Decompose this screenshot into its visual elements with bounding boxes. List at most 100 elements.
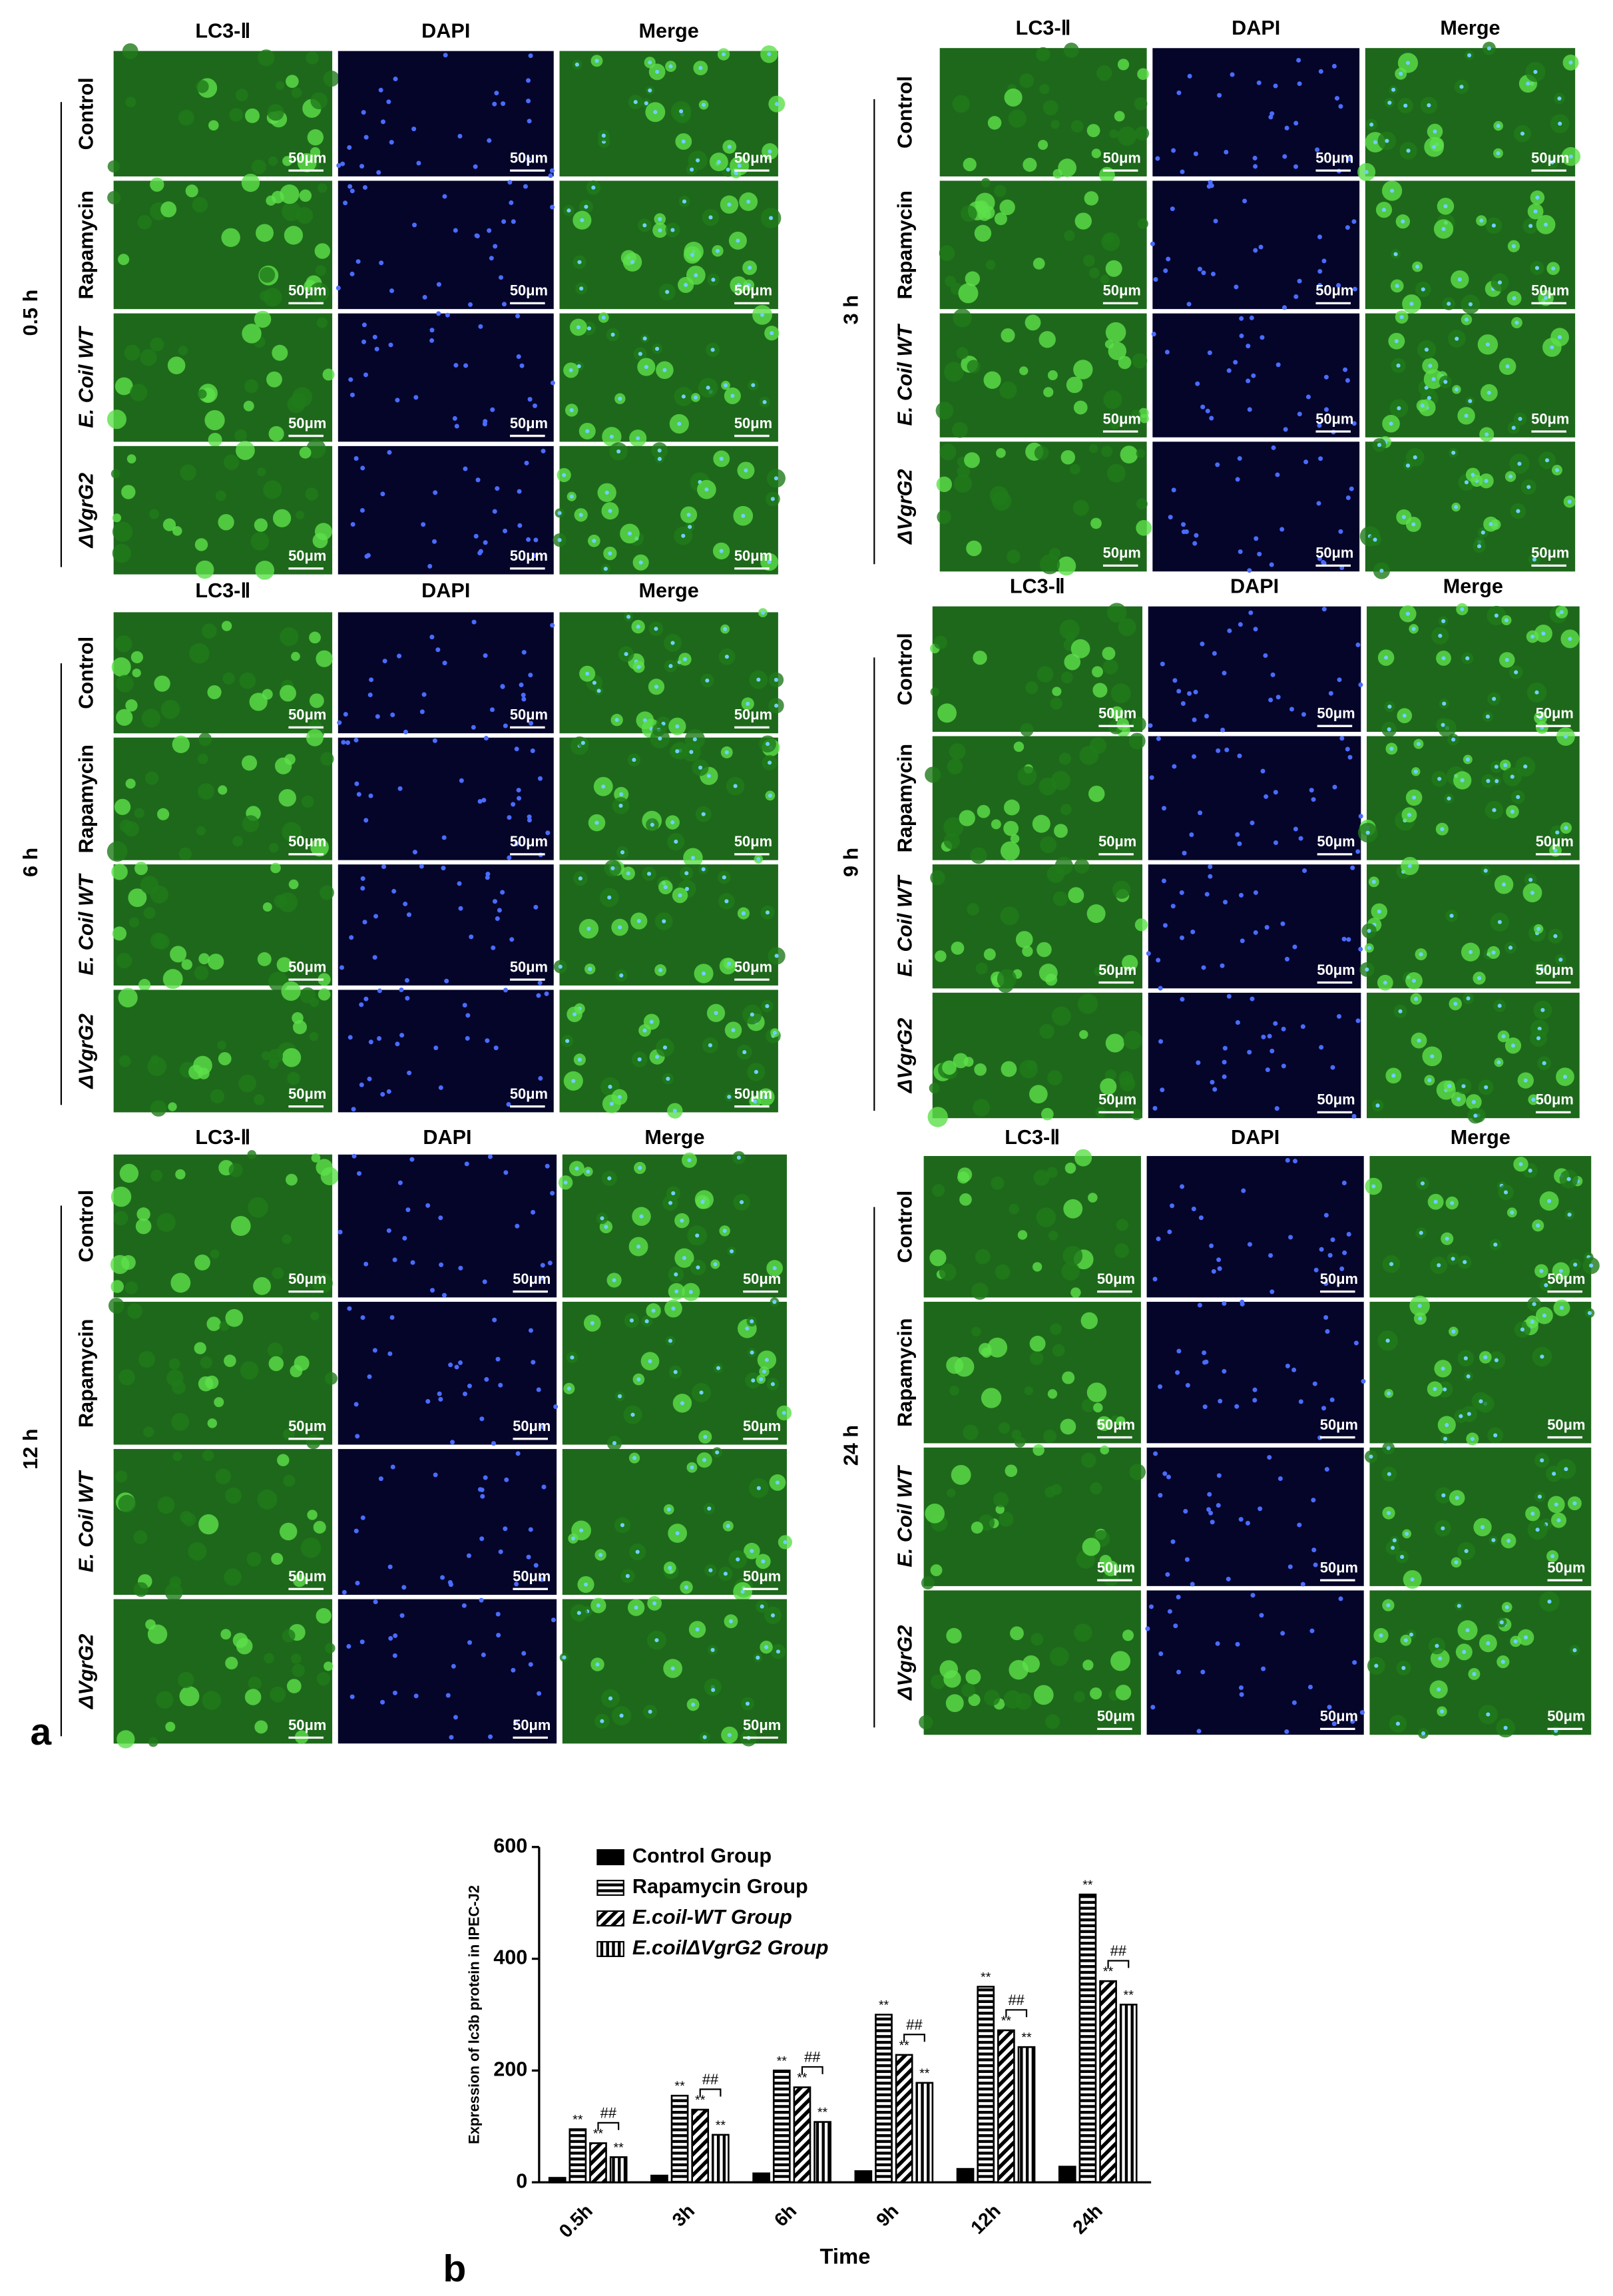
cell: [956, 347, 969, 360]
cell: [148, 1737, 158, 1747]
cell: [1008, 109, 1027, 128]
nucleus: [688, 525, 692, 529]
nucleus: [765, 1004, 770, 1009]
nucleus: [1391, 1073, 1396, 1078]
bar: [1119, 2004, 1138, 2183]
cell: [963, 157, 977, 172]
cell: [111, 1280, 124, 1293]
significance-label: **: [879, 1998, 889, 2013]
nucleus: [579, 286, 584, 291]
column-header: DAPI: [421, 19, 470, 42]
nucleus: [639, 1214, 644, 1219]
nucleus: [1466, 1374, 1471, 1379]
nucleus: [1317, 282, 1323, 288]
scale-bar-label: 50μm: [288, 282, 326, 299]
nucleus: [378, 87, 383, 93]
cell: [1015, 931, 1033, 948]
nucleus: [1493, 1433, 1498, 1438]
nucleus: [1552, 1472, 1556, 1476]
nucleus: [514, 746, 519, 752]
nucleus: [610, 332, 615, 337]
scale-bar-label: 50μm: [510, 833, 548, 850]
scale-bar-label: 50μm: [510, 707, 548, 723]
nucleus: [498, 1382, 503, 1388]
bar: [854, 2170, 873, 2183]
nucleus: [1321, 258, 1327, 264]
nucleus: [760, 1604, 764, 1609]
nucleus: [360, 1315, 365, 1320]
cell: [134, 808, 144, 818]
nucleus: [436, 282, 441, 287]
nucleus: [490, 407, 495, 412]
cell: [1022, 946, 1033, 957]
nucleus: [1183, 1509, 1188, 1514]
nucleus: [1373, 140, 1377, 144]
legend-swatch: [596, 1940, 624, 1958]
nucleus: [585, 429, 590, 433]
significance-label: **: [797, 2071, 807, 2086]
nucleus: [1298, 1399, 1303, 1404]
column-header: DAPI: [1232, 17, 1280, 39]
nucleus: [1504, 1605, 1509, 1609]
nucleus: [760, 611, 766, 615]
nucleus: [1526, 81, 1530, 86]
cell: [1134, 97, 1148, 111]
nucleus: [453, 228, 458, 233]
cell: [1086, 1382, 1107, 1402]
nucleus: [497, 908, 502, 913]
nucleus: [1239, 333, 1244, 338]
nucleus: [1267, 1033, 1272, 1039]
cell: [1033, 1262, 1042, 1272]
nucleus: [1402, 713, 1407, 718]
row-label: Control: [75, 637, 97, 709]
nucleus: [1437, 1263, 1441, 1268]
nucleus: [727, 144, 732, 149]
nucleus: [1501, 1034, 1506, 1039]
scale-bar-label: 50μm: [734, 149, 772, 166]
cell: [268, 156, 278, 166]
nucleus: [650, 822, 654, 827]
nucleus: [1204, 1359, 1209, 1364]
nucleus: [1195, 381, 1200, 386]
nucleus: [1252, 155, 1258, 160]
nucleus: [1281, 1063, 1286, 1069]
nucleus: [1309, 788, 1314, 793]
nucleus: [1274, 1106, 1279, 1111]
nucleus: [668, 664, 673, 669]
cell: [291, 1653, 302, 1664]
cell: [262, 902, 272, 912]
nucleus: [1381, 208, 1387, 212]
cell: [316, 317, 328, 328]
nucleus: [690, 1465, 694, 1470]
nucleus: [404, 978, 409, 983]
nucleus: [742, 1050, 747, 1055]
cell: [318, 973, 331, 986]
nucleus: [759, 1377, 764, 1382]
nucleus: [1323, 407, 1329, 412]
scale-bar-label: 50μm: [1320, 1416, 1358, 1433]
cell: [150, 885, 168, 904]
x-tick-label: 0.5h: [555, 2200, 597, 2242]
cell: [939, 443, 957, 461]
cell: [194, 1342, 206, 1354]
nucleus: [458, 1265, 463, 1271]
nucleus: [1209, 183, 1214, 188]
nucleus: [1464, 1549, 1469, 1554]
nucleus: [1160, 1087, 1165, 1093]
cell: [921, 1576, 935, 1589]
cell: [1062, 1246, 1083, 1266]
nucleus: [1391, 1546, 1395, 1550]
nucleus: [1323, 1314, 1329, 1320]
nucleus: [410, 1260, 415, 1265]
nucleus: [588, 967, 592, 972]
nucleus: [507, 180, 513, 185]
nucleus: [454, 1364, 459, 1370]
cell: [239, 672, 256, 689]
nucleus: [1191, 1207, 1196, 1212]
nucleus: [770, 331, 774, 336]
nucleus: [1268, 115, 1273, 120]
cell: [1042, 100, 1058, 116]
cell: [310, 838, 329, 857]
nucleus: [1293, 826, 1298, 832]
nucleus: [626, 871, 630, 876]
